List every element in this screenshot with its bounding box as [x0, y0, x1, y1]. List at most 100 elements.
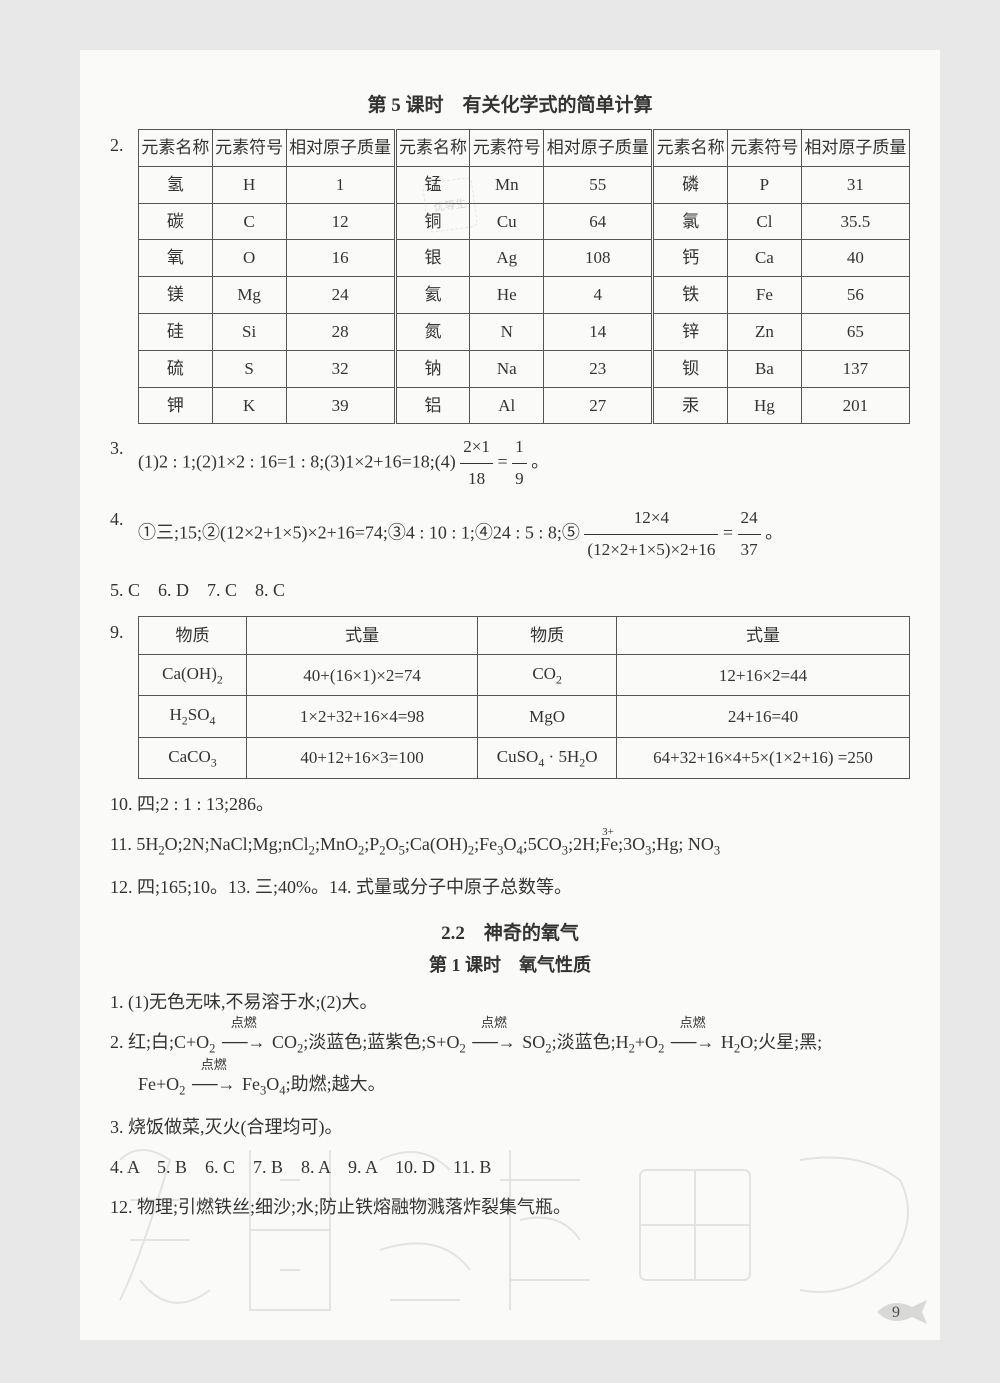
fraction: 2×118 [460, 432, 493, 495]
cell: 12+16×2=44 [617, 655, 910, 696]
th: 元素符号 [470, 130, 544, 167]
reaction-arrow: 点燃──→ [472, 1025, 516, 1059]
cell: 23 [544, 350, 653, 387]
table-row: 硫S32钠Na23钡Ba137 [139, 350, 910, 387]
q3-body: (1)2 : 1;(2)1×2 : 16=1 : 8;(3)1×2+16=18;… [138, 432, 910, 495]
cell: 铝 [395, 387, 470, 424]
cell: Ba [728, 350, 802, 387]
cell: H [212, 166, 286, 203]
table-row: 碳C12铜Cu64氯Cl35.5 [139, 203, 910, 240]
cell: Mn [470, 166, 544, 203]
cell: 16 [286, 240, 395, 277]
cell: 24+16=40 [617, 696, 910, 737]
q12-14: 12. 四;165;10。13. 三;40%。14. 式量或分子中原子总数等。 [110, 870, 910, 904]
cell: 铁 [653, 277, 728, 314]
th: 元素名称 [395, 130, 470, 167]
q9-number: 9. [110, 616, 138, 648]
q3-number: 3. [110, 432, 138, 464]
cell: Ag [470, 240, 544, 277]
q10: 10. 四;2 : 1 : 13;286。 [110, 787, 910, 821]
cell: CO2 [478, 655, 617, 696]
cell: 64 [544, 203, 653, 240]
th: 元素符号 [728, 130, 802, 167]
cell: 1 [286, 166, 395, 203]
cell: Al [470, 387, 544, 424]
cell: 钾 [139, 387, 213, 424]
cell: CuSO4 · 5H2O [478, 737, 617, 778]
cell: 40+(16×1)×2=74 [246, 655, 477, 696]
th: 相对原子质量 [544, 130, 653, 167]
cell: Hg [728, 387, 802, 424]
cell: P [728, 166, 802, 203]
cell: 镁 [139, 277, 213, 314]
cell: 108 [544, 240, 653, 277]
q5-8-answers: 5. C 6. D 7. C 8. C [110, 573, 910, 607]
cell: 硅 [139, 313, 213, 350]
cell: Na [470, 350, 544, 387]
cell: 铜 [395, 203, 470, 240]
cell: C [212, 203, 286, 240]
cell: CaCO3 [139, 737, 247, 778]
q4-body: ①三;15;②(12×2+1×5)×2+16=74;③4 : 10 : 1;④2… [138, 503, 910, 566]
table-header-row: 物质 式量 物质 式量 [139, 616, 910, 655]
th: 相对原子质量 [801, 130, 909, 167]
cell: N [470, 313, 544, 350]
cell: 56 [801, 277, 909, 314]
question-9: 9. 物质 式量 物质 式量 Ca(OH)2 40+(16×1)×2=74 CO… [110, 616, 910, 779]
cell: 65 [801, 313, 909, 350]
cell: 14 [544, 313, 653, 350]
s2-q12: 12. 物理;引燃铁丝;细沙;水;防止铁熔融物溅落炸裂集气瓶。 [110, 1190, 910, 1224]
cell: 氧 [139, 240, 213, 277]
cell: O [212, 240, 286, 277]
cell: 40 [801, 240, 909, 277]
cell: 1×2+32+16×4=98 [246, 696, 477, 737]
fraction: 19 [512, 432, 527, 495]
cell: Cl [728, 203, 802, 240]
cell: 201 [801, 387, 909, 424]
table-row: 镁Mg24氦He4铁Fe56 [139, 277, 910, 314]
table-header-row: 元素名称 元素符号 相对原子质量 元素名称 元素符号 相对原子质量 元素名称 元… [139, 130, 910, 167]
cell: 39 [286, 387, 395, 424]
cell: 12 [286, 203, 395, 240]
cell: Si [212, 313, 286, 350]
cell: 银 [395, 240, 470, 277]
question-3: 3. (1)2 : 1;(2)1×2 : 16=1 : 8;(3)1×2+16=… [110, 432, 910, 495]
s2-q4-11: 4. A 5. B 6. C 7. B 8. A 9. A 10. D 11. … [110, 1150, 910, 1184]
cell: 锌 [653, 313, 728, 350]
cell: 锰 [395, 166, 470, 203]
table-row: 钾K39铝Al27汞Hg201 [139, 387, 910, 424]
cell: 28 [286, 313, 395, 350]
cell: 24 [286, 277, 395, 314]
th: 元素名称 [653, 130, 728, 167]
cell: 氦 [395, 277, 470, 314]
reaction-arrow: 点燃──→ [671, 1025, 715, 1059]
cell: Cu [470, 203, 544, 240]
cell: 137 [801, 350, 909, 387]
cell: H2SO4 [139, 696, 247, 737]
cell: 31 [801, 166, 909, 203]
lesson5-title: 第 5 课时 有关化学式的简单计算 [110, 90, 910, 117]
section-2-2-title: 2.2 神奇的氧气 [110, 918, 910, 945]
cell: 35.5 [801, 203, 909, 240]
cell: 汞 [653, 387, 728, 424]
cell: K [212, 387, 286, 424]
cell: Ca(OH)2 [139, 655, 247, 696]
q11: 11. 5H2O;2N;NaCl;Mg;nCl2;MnO2;P2O5;Ca(OH… [110, 827, 910, 864]
fish-icon [872, 1292, 932, 1332]
table-row: Ca(OH)2 40+(16×1)×2=74 CO2 12+16×2=44 [139, 655, 910, 696]
cell: 氯 [653, 203, 728, 240]
cell: Zn [728, 313, 802, 350]
cell: MgO [478, 696, 617, 737]
th: 元素符号 [212, 130, 286, 167]
th: 相对原子质量 [286, 130, 395, 167]
cell: Mg [212, 277, 286, 314]
cell: S [212, 350, 286, 387]
element-table: 元素名称 元素符号 相对原子质量 元素名称 元素符号 相对原子质量 元素名称 元… [138, 129, 910, 424]
s2-q3: 3. 烧饭做菜,灭火(合理均可)。 [110, 1110, 910, 1144]
cell: 55 [544, 166, 653, 203]
cell: 钠 [395, 350, 470, 387]
cell: 32 [286, 350, 395, 387]
fraction: 2437 [738, 503, 761, 566]
table-row: CaCO3 40+12+16×3=100 CuSO4 · 5H2O 64+32+… [139, 737, 910, 778]
q3-text: (1)2 : 1;(2)1×2 : 16=1 : 8;(3)1×2+16=18;… [138, 452, 456, 472]
